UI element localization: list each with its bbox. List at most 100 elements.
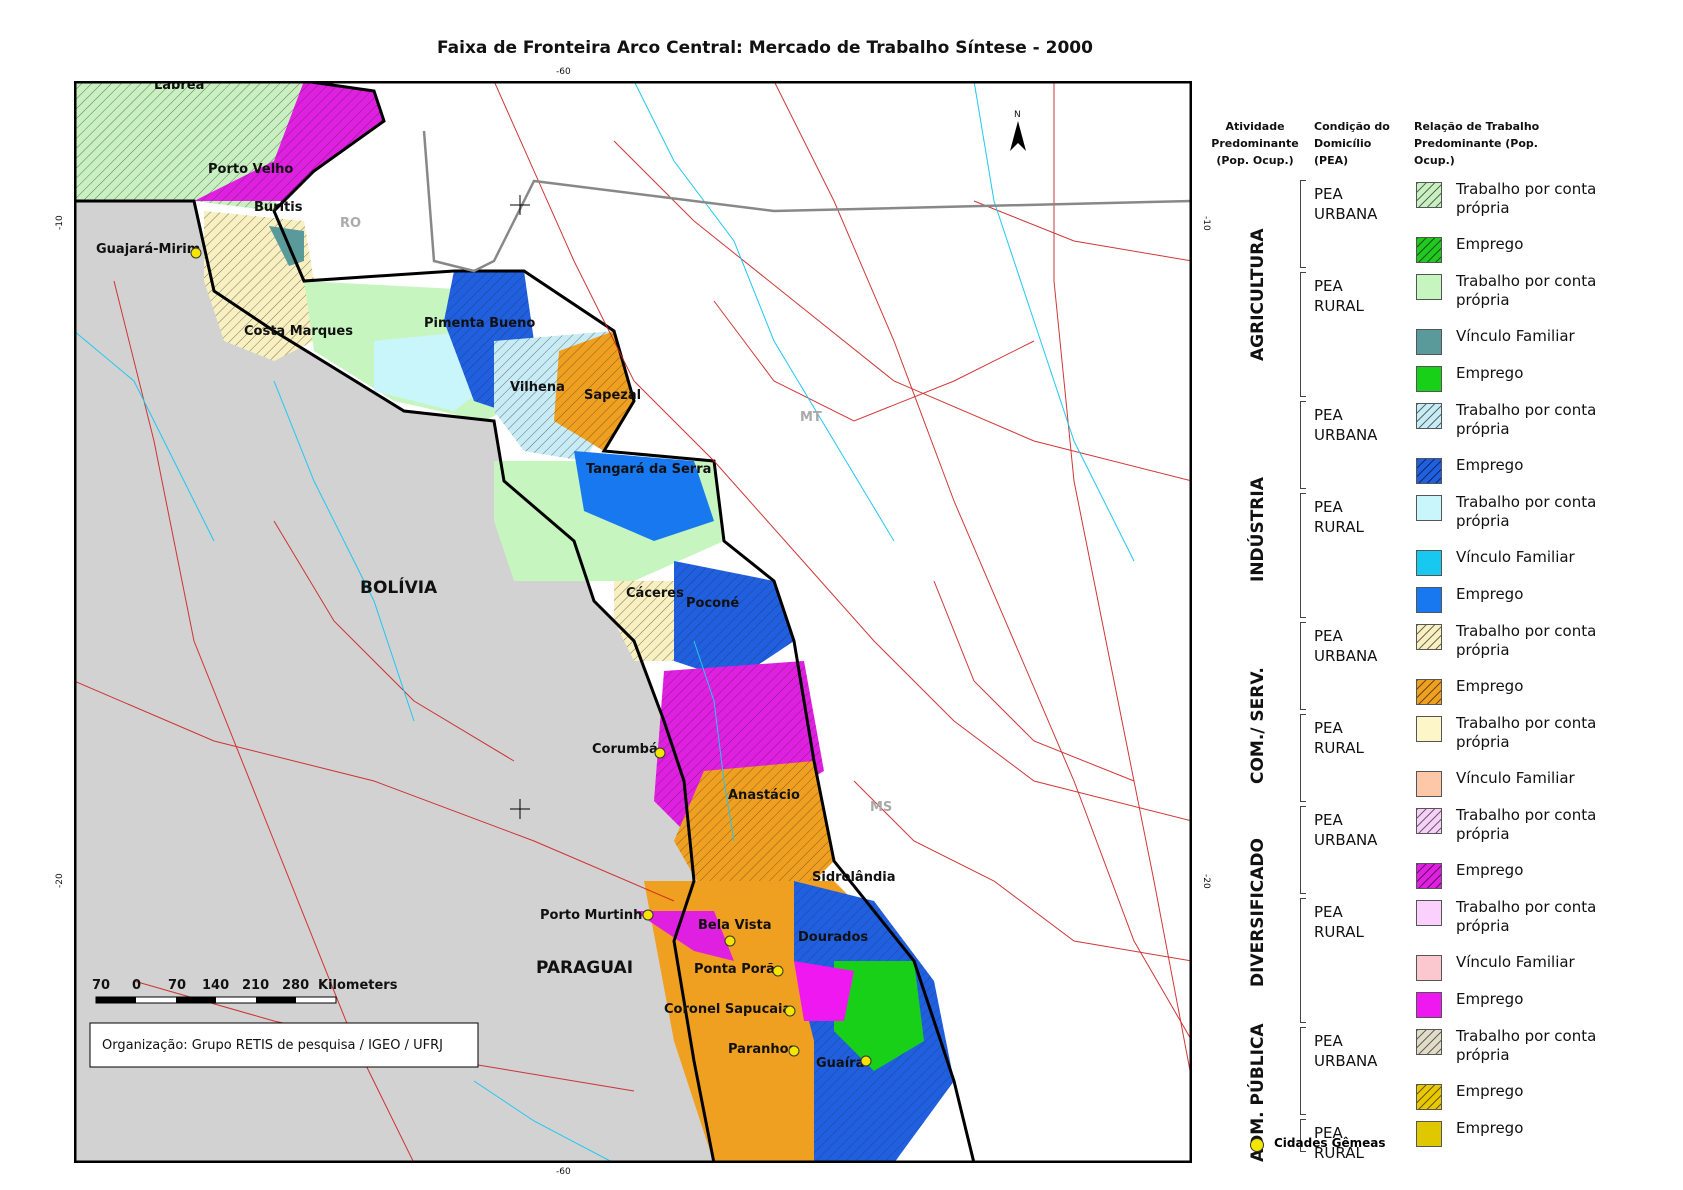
twin-city-marker — [190, 247, 202, 259]
legend-pea-label: PEA RURAL — [1314, 719, 1364, 757]
twin-city-marker — [642, 909, 654, 921]
legend-swatch — [1416, 237, 1442, 263]
legend-swatch — [1416, 1029, 1442, 1055]
legend-bracket — [1300, 714, 1306, 802]
svg-text:-10: -10 — [55, 215, 65, 230]
legend-item-label: Emprego — [1456, 1119, 1524, 1137]
twin-cities-label: Cidades Gêmeas — [1274, 1136, 1386, 1150]
rivers — [74, 81, 1135, 1163]
svg-text:-20: -20 — [55, 873, 65, 888]
region-porto-murtinho — [634, 911, 734, 961]
legend-header-atividade: Atividade Predominante (Pop. Ocup.) — [1211, 120, 1299, 167]
legend-swatch — [1416, 679, 1442, 705]
place-labels: Lábrea Porto Velho Buritis Guajará-Mirim… — [96, 81, 895, 1071]
legend: Atividade Predominante (Pop. Ocup.) Cond… — [1200, 110, 1680, 1170]
state-label-ro: RO — [340, 216, 361, 231]
legend-item-label: Trabalho por conta própria — [1456, 1027, 1597, 1064]
legend-bracket — [1300, 272, 1306, 397]
region-ms-green — [834, 961, 924, 1071]
legend-category-label: INDÚSTRIA — [1248, 476, 1268, 582]
place-label: Poconé — [686, 596, 739, 611]
place-label: Anastácio — [728, 788, 800, 803]
scale-tick: 140 — [202, 978, 229, 993]
twin-city-marker — [654, 747, 666, 759]
legend-swatch — [1416, 771, 1442, 797]
legend-pea-label: PEA URBANA — [1314, 627, 1378, 665]
legend-pea-label: PEA URBANA — [1314, 1032, 1378, 1070]
legend-swatch — [1416, 495, 1442, 521]
place-label: Buritis — [254, 200, 303, 215]
legend-swatch — [1416, 274, 1442, 300]
arc-inner-line — [272, 81, 976, 1163]
twin-city-marker — [784, 1005, 796, 1017]
legend-pea-label: PEA RURAL — [1314, 277, 1364, 315]
legend-pea-label: PEA RURAL — [1314, 498, 1364, 536]
legend-pea-label: PEA URBANA — [1314, 406, 1378, 444]
legend-item-label: Emprego — [1456, 1082, 1524, 1100]
scale-tick: 70 — [92, 978, 110, 993]
map-title: Faixa de Fronteira Arco Central: Mercado… — [437, 38, 1093, 58]
place-label: Costa Marques — [244, 324, 353, 339]
legend-item-label: Trabalho por conta própria — [1456, 714, 1597, 751]
legend-item-label: Emprego — [1456, 861, 1524, 879]
place-label: Paranhos — [728, 1042, 797, 1057]
legend-swatch — [1416, 808, 1442, 834]
legend-item-label: Trabalho por conta própria — [1456, 898, 1597, 935]
legend-swatch — [1416, 1084, 1442, 1110]
legend-item-label: Trabalho por conta própria — [1456, 401, 1597, 438]
place-label: Sidrolândia — [812, 870, 895, 885]
legend-item-label: Emprego — [1456, 456, 1524, 474]
legend-bracket — [1300, 1027, 1306, 1115]
legend-item-label: Vínculo Familiar — [1456, 548, 1575, 566]
legend-category-label: AGRICULTURA — [1248, 228, 1268, 361]
legend-swatch — [1416, 992, 1442, 1018]
legend-bracket — [1300, 493, 1306, 618]
svg-text:-60: -60 — [556, 67, 571, 77]
scale-tick: 0 — [132, 978, 141, 993]
legend-item-label: Trabalho por conta própria — [1456, 622, 1597, 659]
map-border — [74, 81, 1192, 1163]
place-label: Guaíra — [816, 1056, 864, 1071]
place-label: Coronel Sapucaia — [664, 1002, 791, 1017]
graticule — [510, 195, 530, 819]
legend-swatch — [1416, 900, 1442, 926]
state-border — [422, 130, 1192, 273]
scale-unit: Kilometers — [318, 978, 398, 993]
scale-tick: 210 — [242, 978, 269, 993]
legend-bracket — [1300, 806, 1306, 894]
place-label: Ponta Porã — [694, 962, 775, 977]
place-label: Sapezal — [584, 388, 641, 403]
place-label: Pimenta Bueno — [424, 316, 535, 331]
country-label-bolivia: BOLÍVIA — [360, 576, 438, 598]
legend-item-label: Trabalho por conta própria — [1456, 806, 1597, 843]
legend-item-label: Emprego — [1456, 990, 1524, 1008]
legend-swatch — [1416, 716, 1442, 742]
legend-bracket — [1300, 622, 1306, 710]
credit-box — [89, 1022, 479, 1068]
legend-item-label: Emprego — [1456, 677, 1524, 695]
legend-swatch — [1416, 458, 1442, 484]
legend-category-label: DIVERSIFICADO — [1248, 837, 1268, 987]
legend-pea-label: PEA URBANA — [1314, 811, 1378, 849]
place-label: Guajará-Mirim — [96, 242, 200, 257]
legend-header-condicao: Condição do Domicílio (PEA) — [1314, 120, 1390, 167]
legend-item-label: Trabalho por conta própria — [1456, 180, 1597, 217]
legend-swatch — [1416, 587, 1442, 613]
legend-swatch — [1416, 403, 1442, 429]
foreign-territory — [74, 201, 714, 1163]
legend-pea-label: PEA URBANA — [1314, 185, 1378, 223]
twin-city-marker — [860, 1055, 872, 1067]
place-label: Cáceres — [626, 586, 684, 601]
twin-city-markers — [190, 247, 872, 1067]
region-ms-magenta — [794, 961, 854, 1021]
legend-swatch — [1416, 955, 1442, 981]
map-canvas[interactable]: RO MT MS BOLÍVIA PARAGUAI Lábrea Porto V… — [74, 81, 1192, 1163]
place-label: Corumbá — [592, 742, 658, 757]
legend-swatch — [1416, 863, 1442, 889]
legend-item-label: Emprego — [1456, 364, 1524, 382]
place-label: Tangará da Serra — [586, 462, 711, 477]
legend-swatch — [1416, 550, 1442, 576]
north-arrow-icon: N — [1010, 110, 1026, 151]
legend-swatch — [1416, 182, 1442, 208]
legend-item-label: Emprego — [1456, 585, 1524, 603]
